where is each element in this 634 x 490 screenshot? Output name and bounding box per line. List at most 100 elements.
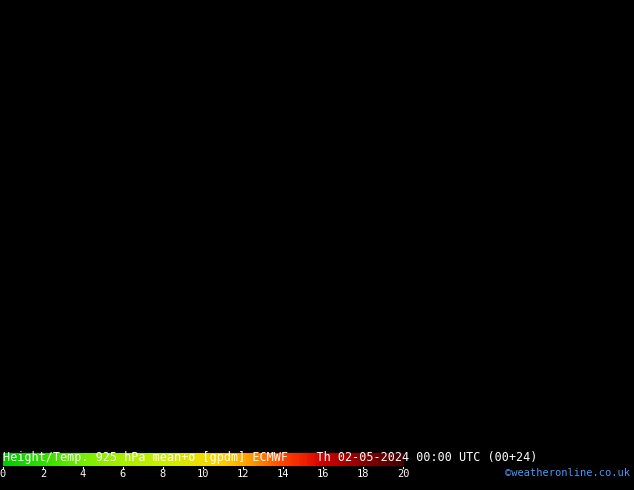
Bar	[228, 453, 231, 466]
Bar	[95, 453, 97, 466]
Bar	[15, 453, 17, 466]
Bar	[259, 453, 261, 466]
Bar	[159, 453, 161, 466]
Bar	[43, 453, 45, 466]
Bar	[7, 453, 9, 466]
Bar	[314, 453, 316, 466]
Bar	[169, 453, 171, 466]
Bar	[286, 453, 288, 466]
Bar	[120, 453, 122, 466]
Bar	[398, 453, 400, 466]
Bar	[106, 453, 108, 466]
Bar	[134, 453, 136, 466]
Bar	[222, 453, 224, 466]
Bar	[48, 453, 51, 466]
Bar	[254, 453, 256, 466]
Bar	[230, 453, 232, 466]
Bar	[71, 453, 73, 466]
Text: 4: 4	[80, 469, 86, 479]
Bar	[41, 453, 42, 466]
Bar	[108, 453, 110, 466]
Bar	[84, 453, 86, 466]
Bar	[221, 453, 223, 466]
Bar	[179, 453, 181, 466]
Bar	[309, 453, 312, 466]
Bar	[180, 453, 183, 466]
Bar	[375, 453, 377, 466]
Bar	[236, 453, 238, 466]
Bar	[133, 453, 134, 466]
Bar	[327, 453, 329, 466]
Bar	[141, 453, 144, 466]
Bar	[39, 453, 41, 466]
Bar	[353, 453, 354, 466]
Bar	[101, 453, 104, 466]
Bar	[263, 453, 265, 466]
Bar	[151, 453, 153, 466]
Bar	[240, 453, 242, 466]
Bar	[167, 453, 169, 466]
Bar	[217, 453, 220, 466]
Bar	[269, 453, 272, 466]
Bar	[192, 453, 195, 466]
Bar	[338, 453, 340, 466]
Bar	[153, 453, 156, 466]
Text: 0: 0	[0, 469, 6, 479]
Bar	[88, 453, 91, 466]
Bar	[371, 453, 373, 466]
Bar	[150, 453, 152, 466]
Bar	[128, 453, 131, 466]
Bar	[244, 453, 247, 466]
Bar	[328, 453, 330, 466]
Bar	[19, 453, 21, 466]
Bar	[242, 453, 244, 466]
Bar	[193, 453, 196, 466]
Bar	[243, 453, 245, 466]
Bar	[315, 453, 317, 466]
Bar	[343, 453, 345, 466]
Bar	[188, 453, 190, 466]
Bar	[368, 453, 370, 466]
Bar	[119, 453, 121, 466]
Text: Height/Temp. 925 hPa mean+σ [gpdm] ECMWF    Th 02-05-2024 00:00 UTC (00+24): Height/Temp. 925 hPa mean+σ [gpdm] ECMWF…	[3, 451, 538, 464]
Bar	[380, 453, 382, 466]
Text: ©weatheronline.co.uk: ©weatheronline.co.uk	[505, 468, 630, 478]
Bar	[115, 453, 117, 466]
Bar	[264, 453, 266, 466]
Bar	[165, 453, 168, 466]
Bar	[247, 453, 249, 466]
Bar	[35, 453, 37, 466]
Bar	[288, 453, 290, 466]
Bar	[200, 453, 202, 466]
Bar	[198, 453, 200, 466]
Bar	[58, 453, 60, 466]
Bar	[157, 453, 158, 466]
Bar	[36, 453, 39, 466]
Bar	[202, 453, 204, 466]
Bar	[370, 453, 372, 466]
Bar	[377, 453, 378, 466]
Bar	[197, 453, 198, 466]
Bar	[333, 453, 336, 466]
Bar	[54, 453, 56, 466]
Bar	[290, 453, 292, 466]
Bar	[152, 453, 155, 466]
Bar	[344, 453, 346, 466]
Bar	[8, 453, 11, 466]
Bar	[187, 453, 189, 466]
Bar	[205, 453, 208, 466]
Bar	[320, 453, 323, 466]
Bar	[87, 453, 89, 466]
Bar	[3, 453, 5, 466]
Bar	[214, 453, 216, 466]
Bar	[351, 453, 353, 466]
Bar	[302, 453, 304, 466]
Bar	[203, 453, 205, 466]
Bar	[299, 453, 301, 466]
Bar	[67, 453, 69, 466]
Bar	[110, 453, 112, 466]
Bar	[279, 453, 281, 466]
Bar	[373, 453, 376, 466]
Bar	[171, 453, 173, 466]
Bar	[363, 453, 365, 466]
